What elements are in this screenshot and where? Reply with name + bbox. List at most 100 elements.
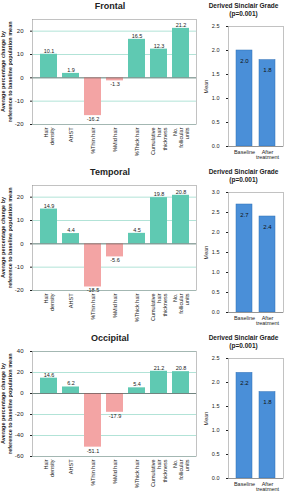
svg-text:6.2: 6.2 bbox=[67, 380, 75, 386]
html-text:Average percentage change by r: Average percentage change by reference t… bbox=[0, 353, 13, 454]
svg-text:20: 20 bbox=[17, 194, 24, 200]
svg-text:1.8: 1.8 bbox=[263, 67, 272, 73]
svg-text:AHST: AHST bbox=[68, 293, 74, 308]
svg-text:0.0: 0.0 bbox=[212, 143, 220, 149]
svg-text:%Mid hair: %Mid hair bbox=[112, 127, 118, 152]
svg-text:0.5: 0.5 bbox=[212, 451, 220, 457]
svg-text:-51.1: -51.1 bbox=[87, 448, 100, 454]
svg-text:Hairdensity: Hairdensity bbox=[43, 127, 55, 145]
svg-text:2.2: 2.2 bbox=[240, 380, 249, 386]
svg-text:14.6: 14.6 bbox=[44, 372, 55, 378]
svg-text:-1.3: -1.3 bbox=[110, 81, 119, 87]
html-text:Temporal: Temporal bbox=[90, 167, 130, 177]
svg-text:3.0: 3.0 bbox=[212, 189, 220, 195]
svg-text:%Thick hair: %Thick hair bbox=[134, 293, 140, 322]
svg-text:1.0: 1.0 bbox=[212, 427, 220, 433]
svg-text:Baseline: Baseline bbox=[234, 315, 255, 321]
svg-text:-60: -60 bbox=[15, 453, 24, 459]
svg-text:%Thin hair: %Thin hair bbox=[90, 459, 96, 485]
svg-text:12.3: 12.3 bbox=[154, 43, 165, 49]
svg-text:Aftertreatment: Aftertreatment bbox=[256, 481, 280, 493]
svg-text:-20: -20 bbox=[15, 411, 24, 417]
svg-text:2.0: 2.0 bbox=[212, 47, 220, 53]
svg-text:AHST: AHST bbox=[68, 127, 74, 142]
svg-text:20.8: 20.8 bbox=[176, 365, 187, 371]
svg-text:No.follicularunits: No.follicularunits bbox=[172, 293, 190, 314]
svg-text:10: 10 bbox=[17, 217, 24, 223]
svg-text:-20: -20 bbox=[15, 287, 24, 293]
html-text:Average percentage change by r: Average percentage change by reference t… bbox=[0, 187, 13, 288]
html-text:Average percentage change by r: Average percentage change by reference t… bbox=[0, 21, 13, 122]
svg-text:0: 0 bbox=[20, 390, 24, 396]
svg-text:%Mid hair: %Mid hair bbox=[112, 459, 118, 484]
svg-text:%Thick hair: %Thick hair bbox=[134, 127, 140, 156]
svg-text:1.0: 1.0 bbox=[212, 95, 220, 101]
svg-text:0.5: 0.5 bbox=[212, 119, 220, 125]
svg-text:2.0: 2.0 bbox=[212, 229, 220, 235]
svg-text:Hairdensity: Hairdensity bbox=[43, 459, 55, 477]
svg-text:1.5: 1.5 bbox=[212, 403, 220, 409]
svg-text:2.4: 2.4 bbox=[263, 224, 272, 230]
svg-text:Baseline: Baseline bbox=[234, 481, 255, 487]
svg-text:AHST: AHST bbox=[68, 459, 74, 474]
svg-text:20.8: 20.8 bbox=[176, 189, 187, 195]
svg-text:Cumulativehairthickness: Cumulativehairthickness bbox=[150, 127, 168, 155]
svg-text:-18.5: -18.5 bbox=[87, 287, 100, 293]
svg-text:Aftertreatment: Aftertreatment bbox=[256, 149, 280, 161]
svg-text:-17.9: -17.9 bbox=[109, 413, 122, 419]
svg-text:1.9: 1.9 bbox=[67, 67, 75, 73]
svg-text:2.0: 2.0 bbox=[212, 379, 220, 385]
svg-text:2.5: 2.5 bbox=[212, 209, 220, 215]
svg-text:14.9: 14.9 bbox=[44, 203, 55, 209]
svg-text:Aftertreatment: Aftertreatment bbox=[256, 315, 280, 327]
svg-text:2.7: 2.7 bbox=[240, 212, 249, 218]
svg-text:16.5: 16.5 bbox=[132, 33, 143, 39]
svg-text:-10: -10 bbox=[15, 264, 24, 270]
svg-text:1.8: 1.8 bbox=[263, 399, 272, 405]
svg-text:5.4: 5.4 bbox=[133, 381, 141, 387]
html-text:Frontal: Frontal bbox=[94, 1, 126, 11]
svg-text:0.0: 0.0 bbox=[212, 309, 220, 315]
svg-text:-40: -40 bbox=[15, 432, 24, 438]
svg-text:Mean: Mean bbox=[203, 80, 209, 94]
svg-text:No.follicularunits: No.follicularunits bbox=[172, 459, 190, 480]
svg-text:40: 40 bbox=[17, 348, 24, 354]
svg-text:Mean: Mean bbox=[203, 412, 209, 426]
svg-text:Hairdensity: Hairdensity bbox=[43, 293, 55, 311]
html-text:Occipital: Occipital bbox=[91, 333, 129, 343]
svg-text:No.follicularunits: No.follicularunits bbox=[172, 127, 190, 148]
svg-text:Baseline: Baseline bbox=[234, 149, 255, 155]
svg-text:-5.6: -5.6 bbox=[110, 257, 119, 263]
svg-text:4.5: 4.5 bbox=[133, 227, 141, 233]
svg-text:0: 0 bbox=[20, 75, 24, 81]
svg-text:20: 20 bbox=[17, 28, 24, 34]
svg-text:0.0: 0.0 bbox=[212, 475, 220, 481]
svg-text:Cumulativehairthickness: Cumulativehairthickness bbox=[150, 293, 168, 321]
svg-text:10.1: 10.1 bbox=[44, 48, 55, 54]
svg-text:21.2: 21.2 bbox=[154, 365, 165, 371]
svg-text:10: 10 bbox=[17, 51, 24, 57]
svg-text:2.5: 2.5 bbox=[212, 355, 220, 361]
svg-text:Mean: Mean bbox=[203, 246, 209, 260]
svg-text:1.5: 1.5 bbox=[212, 71, 220, 77]
svg-text:1.0: 1.0 bbox=[212, 269, 220, 275]
svg-text:4.4: 4.4 bbox=[67, 227, 75, 233]
svg-text:21.2: 21.2 bbox=[176, 22, 187, 28]
svg-text:0.5: 0.5 bbox=[212, 289, 220, 295]
svg-text:%Thin hair: %Thin hair bbox=[90, 127, 96, 153]
svg-text:2.0: 2.0 bbox=[240, 58, 249, 64]
svg-text:%Thin hair: %Thin hair bbox=[90, 293, 96, 319]
svg-text:-16.2: -16.2 bbox=[87, 116, 100, 122]
svg-text:-10: -10 bbox=[15, 98, 24, 104]
svg-text:%Thick hair: %Thick hair bbox=[134, 459, 140, 488]
svg-text:1.5: 1.5 bbox=[212, 249, 220, 255]
html-text:Derived Sinclair Grade: Derived Sinclair Grade bbox=[208, 2, 279, 9]
svg-text:Cumulativehairthickness: Cumulativehairthickness bbox=[150, 459, 168, 487]
svg-text:%Mid hair: %Mid hair bbox=[112, 293, 118, 318]
html-text:(p=0.001): (p=0.001) bbox=[229, 10, 258, 17]
svg-text:0: 0 bbox=[20, 241, 24, 247]
svg-text:-20: -20 bbox=[15, 121, 24, 127]
svg-text:19.8: 19.8 bbox=[154, 191, 165, 197]
svg-text:2.5: 2.5 bbox=[212, 23, 220, 29]
svg-text:20: 20 bbox=[17, 369, 24, 375]
